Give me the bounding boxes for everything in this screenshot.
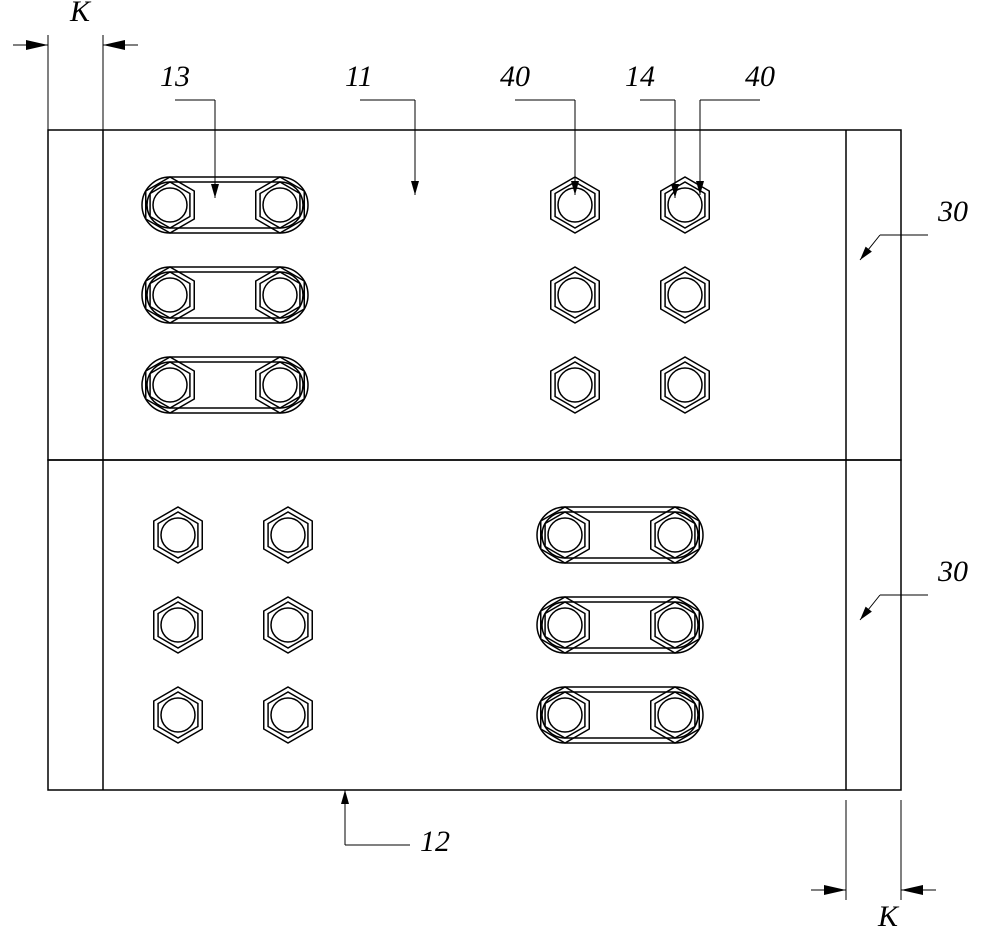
label-L40b: 40 [745,60,775,94]
label-L13: 13 [160,60,190,94]
label-K_top: K [70,0,90,29]
label-K_bot: K [878,900,898,934]
diagram-container: K K 13 11 40 14 40 30 30 12 [0,0,992,950]
label-L12: 12 [420,825,450,859]
label-L30a: 30 [938,195,968,229]
label-L30b: 30 [938,555,968,589]
label-L40a: 40 [500,60,530,94]
label-L11: 11 [345,60,373,94]
label-L14: 14 [625,60,655,94]
diagram-svg [0,0,992,950]
